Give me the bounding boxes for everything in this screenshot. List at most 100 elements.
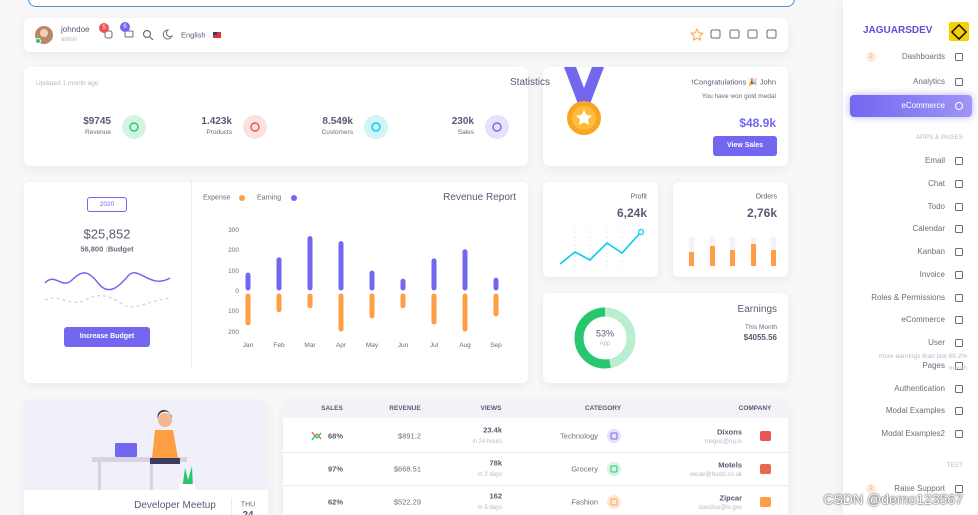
sidebar-item[interactable]: eCommerce: [901, 315, 945, 325]
x-tick-label: Sep: [490, 341, 502, 349]
row-divider: [283, 485, 788, 486]
sidebar-item[interactable]: Email: [924, 156, 945, 165]
company-logo: [760, 497, 771, 507]
check-icon: [729, 29, 740, 39]
meetup-title: Developer Meetup: [134, 500, 216, 511]
sidebar-item[interactable]: Chat: [928, 178, 945, 188]
sidebar-icon: [955, 316, 963, 325]
desk: [92, 457, 187, 462]
category-cell: Grocery: [571, 464, 598, 474]
sidebar-item[interactable]: Todo: [927, 201, 945, 211]
category-cell: Fashion: [571, 497, 598, 507]
bar: [276, 257, 282, 291]
sidebar-icon: [955, 430, 963, 438]
desk-leg: [150, 462, 153, 490]
views-cell: 23.4k: [483, 425, 502, 435]
revenue-divider: [191, 182, 192, 368]
mail-icon: [766, 29, 777, 39]
cart-badge[interactable]: 6: [120, 22, 130, 32]
sidebar-item[interactable]: Dashboards: [901, 52, 945, 61]
x-tick-label: May: [365, 341, 379, 349]
meetup-illustration: [24, 400, 268, 490]
sidebar-badge: 2: [866, 52, 876, 62]
x-tick-label: Mar: [304, 341, 316, 349]
user-name: johndoe: [61, 25, 90, 34]
sidebar-icon: [955, 202, 963, 211]
table-header-cell: CATEGORY: [584, 404, 622, 412]
stat-icon-glyph: [250, 122, 260, 132]
moon-icon: [162, 29, 173, 40]
notification-badge[interactable]: 5: [99, 23, 109, 33]
sidebar-item[interactable]: Kanban: [917, 247, 945, 256]
sidebar-item[interactable]: User: [928, 338, 945, 347]
meetup-date: 24: [242, 511, 253, 515]
statistics-title: Statistics: [510, 77, 551, 88]
language[interactable]: English: [181, 30, 206, 40]
chat-icon: [747, 29, 758, 39]
category-glyph: [610, 432, 618, 440]
legend-label: Expense: [203, 194, 231, 202]
year-dropdown[interactable]: 2020: [87, 197, 127, 212]
revenue-cell: $522.29: [393, 497, 421, 507]
view-sales-button[interactable]: View Sales: [713, 136, 777, 156]
stat-icon-glyph: [492, 122, 502, 132]
x-tick-label: Jun: [397, 341, 409, 349]
active-item-bg[interactable]: [850, 95, 972, 117]
sidebar-item[interactable]: Calendar: [912, 224, 945, 234]
category-glyph: [610, 498, 618, 506]
statistics-card: [24, 67, 528, 166]
stat-icon-glyph: [129, 122, 139, 132]
avatar-face: [40, 29, 48, 37]
increase-budget-button[interactable]: Increase Budget: [64, 327, 150, 347]
person-body: [152, 430, 178, 458]
views-time: in 24 hours: [472, 439, 502, 445]
watermark: CSDN @demo123567: [823, 491, 963, 507]
sidebar-icon: [955, 339, 963, 347]
revenue-cell: $668.51: [393, 464, 421, 474]
sidebar-badge: 2: [866, 484, 876, 494]
earnings-period: This Month: [744, 323, 777, 331]
table-header-cell: VIEWS: [480, 404, 502, 412]
medal-ribbon: [564, 67, 604, 104]
bar: [245, 272, 251, 291]
sidebar-item[interactable]: Pages: [922, 360, 945, 370]
stat-value: 230k: [451, 116, 474, 127]
calendar-icon: [710, 29, 721, 39]
user-role: admin: [61, 37, 78, 43]
orders-value: 2,76k: [746, 206, 777, 220]
brand-logo-mark: [950, 23, 968, 41]
company-logo: [760, 464, 771, 474]
stat-label: Products: [206, 128, 232, 136]
sidebar-item[interactable]: Modal Examples: [885, 406, 945, 416]
plant-pot: [179, 484, 195, 490]
sidebar-item[interactable]: eCommerce: [901, 101, 945, 110]
orders-bar-bg: [689, 237, 694, 266]
sidebar-item[interactable]: Authentication: [894, 383, 945, 393]
bar: [338, 293, 344, 332]
brand-logo: [949, 22, 969, 41]
stat-icon: [243, 115, 267, 139]
meetup-day: THU: [240, 501, 256, 509]
cart-icon: [124, 30, 134, 38]
profit-line: [559, 231, 642, 265]
donut-segment: [574, 307, 636, 369]
person-head: [158, 413, 172, 427]
stat-label: Revenue: [84, 128, 111, 136]
sidebar-icon: [955, 293, 963, 302]
bar: [369, 293, 375, 319]
sidebar-item[interactable]: Analytics: [912, 76, 945, 86]
sidebar-item[interactable]: Roles & Permissions: [871, 292, 945, 302]
sidebar-section: TEST: [946, 461, 963, 469]
sidebar-item[interactable]: Invoice: [919, 269, 945, 279]
company-cell: Zipcar: [719, 493, 742, 503]
sidebar-icon: [955, 179, 963, 188]
table-header-cell: COMPANY: [738, 404, 772, 412]
revenue-card: [24, 182, 528, 383]
congrats-title: !Congratulations 🎉 John: [691, 77, 776, 87]
profit-title: Profit: [630, 193, 647, 201]
bar: [338, 241, 344, 291]
sidebar-item[interactable]: Raise Support: [894, 484, 945, 493]
sidebar-item[interactable]: Modal Examples2: [881, 429, 945, 438]
